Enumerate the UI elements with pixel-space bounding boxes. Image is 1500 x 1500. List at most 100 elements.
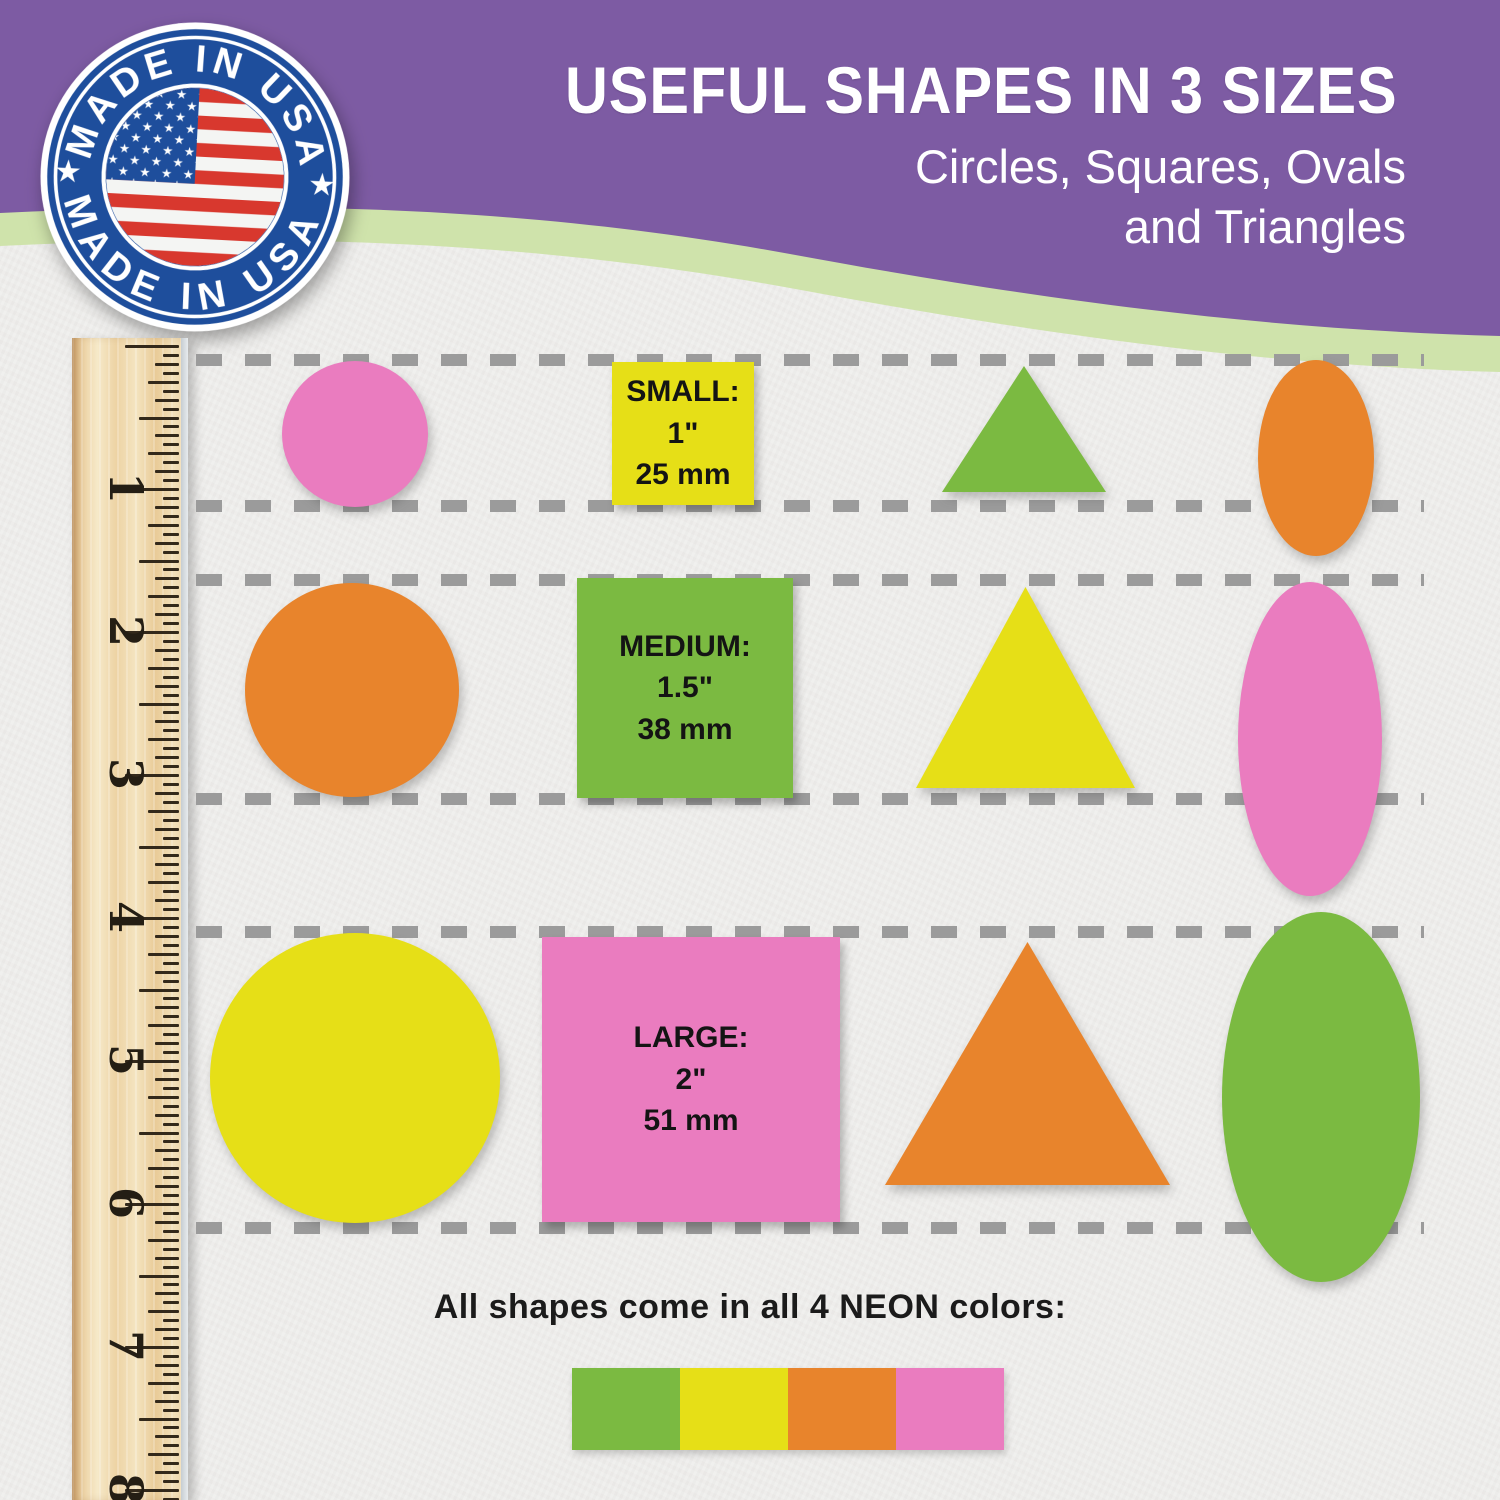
ruler-tick bbox=[163, 1033, 179, 1037]
badge-right-star-icon: ★ bbox=[307, 166, 337, 202]
ruler-tick bbox=[163, 461, 179, 465]
size-inches: 2" bbox=[675, 1062, 707, 1096]
ruler-tick bbox=[148, 952, 179, 956]
ruler-tick bbox=[163, 908, 179, 912]
small-triangle bbox=[942, 366, 1106, 492]
page-subtitle: Circles, Squares, Ovals and Triangles bbox=[520, 137, 1420, 255]
ruler-tick bbox=[155, 791, 179, 795]
ruler-tick bbox=[163, 639, 179, 643]
ruler-tick bbox=[139, 702, 179, 706]
ruler-tick bbox=[163, 568, 179, 572]
ruler-tick bbox=[155, 577, 179, 581]
ruler-tick bbox=[163, 1337, 179, 1341]
ruler-tick bbox=[155, 398, 179, 402]
dashed-guide-line-row2-bottom bbox=[196, 793, 1424, 805]
ruler-tick bbox=[139, 416, 179, 420]
ruler-tick bbox=[163, 389, 179, 393]
ruler-tick bbox=[163, 1176, 179, 1180]
ruler-tick bbox=[139, 1417, 179, 1421]
ruler-tick bbox=[148, 1310, 179, 1314]
ruler-tick bbox=[163, 407, 179, 411]
ruler-tick bbox=[163, 1462, 179, 1466]
neon-color-swatches bbox=[572, 1368, 1004, 1450]
ruler-tick bbox=[163, 496, 179, 500]
ruler-number: 4 bbox=[99, 900, 153, 933]
ruler-number: 2 bbox=[99, 614, 153, 647]
medium-circle bbox=[245, 583, 459, 797]
ruler-tick bbox=[125, 1346, 179, 1349]
small-size-label-square: SMALL: 1" 25 mm bbox=[612, 362, 754, 505]
ruler-tick bbox=[148, 666, 179, 670]
ruler-tick bbox=[155, 1149, 179, 1153]
ruler-tick bbox=[163, 1319, 179, 1323]
dashed-guide-line-row3-top bbox=[196, 926, 1424, 938]
ruler-tick bbox=[148, 1238, 179, 1242]
size-inches: 1" bbox=[667, 416, 699, 450]
swatch-green bbox=[572, 1368, 680, 1450]
ruler-tick bbox=[125, 774, 179, 777]
ruler-tick bbox=[163, 836, 179, 840]
ruler-tick bbox=[155, 648, 179, 652]
ruler-tick bbox=[163, 622, 179, 626]
ruler-tick bbox=[155, 541, 179, 545]
ruler-tick bbox=[139, 845, 179, 849]
ruler-tick bbox=[163, 872, 179, 876]
ruler-tick bbox=[155, 1471, 179, 1475]
ruler-tick bbox=[155, 1399, 179, 1403]
ruler-number: 6 bbox=[99, 1186, 153, 1219]
medium-size-label-square: MEDIUM: 1.5" 38 mm bbox=[577, 578, 793, 798]
ruler-tick bbox=[155, 362, 179, 366]
ruler-tick bbox=[163, 1158, 179, 1162]
page-title: USEFUL SHAPES IN 3 SIZES bbox=[565, 53, 1398, 127]
swatch-yellow bbox=[680, 1368, 788, 1450]
ruler-tick bbox=[163, 1051, 179, 1055]
ruler-tick bbox=[125, 917, 179, 920]
ruler-tick bbox=[155, 934, 179, 938]
ruler-tick bbox=[163, 765, 179, 769]
ruler-tick bbox=[163, 1068, 179, 1072]
ruler-tick bbox=[163, 443, 179, 447]
ruler-tick bbox=[163, 782, 179, 786]
ruler-tick bbox=[139, 559, 179, 563]
ruler-tick bbox=[163, 925, 179, 929]
dashed-guide-line-row1-top bbox=[196, 354, 1424, 366]
medium-triangle bbox=[916, 587, 1135, 788]
ruler-tick bbox=[163, 675, 179, 679]
size-name: MEDIUM: bbox=[619, 629, 751, 663]
ruler-number: 8 bbox=[99, 1472, 153, 1500]
ruler-tick bbox=[155, 863, 179, 867]
small-oval bbox=[1258, 360, 1374, 556]
ruler-tick bbox=[155, 1363, 179, 1367]
ruler-tick bbox=[148, 1024, 179, 1028]
ruler-tick bbox=[163, 1480, 179, 1484]
ruler-tick bbox=[155, 970, 179, 974]
ruler-tick bbox=[163, 657, 179, 661]
large-oval bbox=[1222, 912, 1420, 1282]
ruler-tick bbox=[163, 1122, 179, 1126]
ruler-tick bbox=[148, 881, 179, 885]
ruler-tick bbox=[125, 1060, 179, 1063]
ruler-tick bbox=[163, 1104, 179, 1108]
ruler-tick bbox=[163, 818, 179, 822]
made-in-usa-badge: ★ ★ bbox=[32, 14, 358, 340]
size-name: LARGE: bbox=[633, 1021, 749, 1055]
ruler-tick bbox=[148, 738, 179, 742]
ruler-tick bbox=[163, 550, 179, 554]
ruler-tick bbox=[155, 899, 179, 903]
ruler-tick bbox=[163, 961, 179, 965]
dashed-guide-line-row3-bottom bbox=[196, 1222, 1424, 1234]
ruler-tick bbox=[163, 943, 179, 947]
ruler-tick bbox=[163, 425, 179, 429]
ruler-ticks bbox=[72, 338, 181, 1500]
ruler-tick bbox=[163, 532, 179, 536]
ruler-tick bbox=[163, 1247, 179, 1251]
ruler-tick bbox=[155, 434, 179, 438]
ruler-tick bbox=[163, 1444, 179, 1448]
ruler-tick bbox=[163, 1390, 179, 1394]
ruler-tick bbox=[125, 1489, 179, 1492]
ruler-tick bbox=[125, 488, 179, 491]
ruler-tick bbox=[163, 1372, 179, 1376]
ruler-tick bbox=[163, 854, 179, 858]
ruler-tick bbox=[163, 353, 179, 357]
ruler-tick bbox=[163, 1265, 179, 1269]
